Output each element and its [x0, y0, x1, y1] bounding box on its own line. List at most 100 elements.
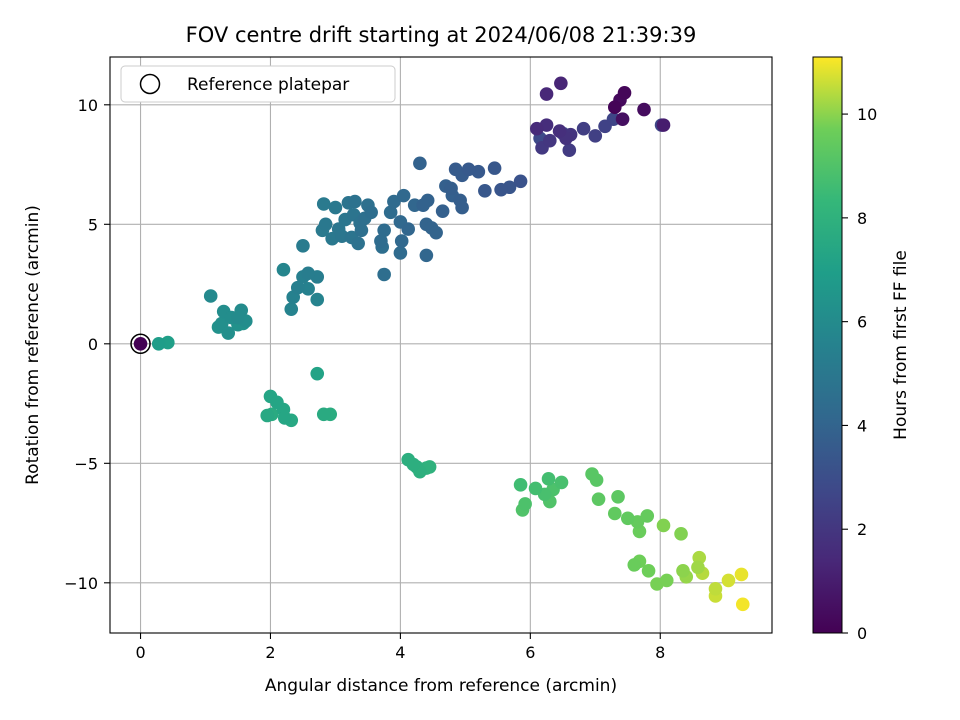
- x-tick-label: 0: [135, 643, 145, 662]
- data-point: [377, 267, 391, 282]
- data-point: [530, 121, 544, 136]
- data-point: [607, 506, 622, 521]
- data-point: [270, 395, 284, 410]
- data-point: [461, 162, 476, 177]
- data-point: [364, 205, 378, 220]
- x-axis-ticks: 0 2 4 6 8: [135, 633, 665, 662]
- colorbar: 0 2 4 6 8 10 Hours from first FF file: [812, 56, 911, 643]
- data-point: [318, 217, 333, 232]
- data-point: [331, 222, 346, 236]
- data-point: [444, 181, 458, 196]
- data-point: [620, 511, 635, 526]
- data-point: [591, 492, 606, 506]
- y-tick-label: 5: [88, 215, 98, 234]
- data-point: [401, 222, 415, 236]
- y-tick-label: 0: [88, 335, 98, 354]
- data-point: [734, 567, 749, 582]
- legend-entry: Reference platepar: [187, 75, 349, 95]
- data-point: [588, 129, 603, 143]
- data-point: [277, 411, 292, 425]
- legend-marker-icon: [139, 73, 161, 95]
- legend: Reference platepar: [120, 65, 396, 103]
- data-point: [676, 564, 690, 578]
- x-tick-label: 8: [655, 643, 665, 662]
- data-point: [316, 407, 331, 422]
- x-axis-label: Angular distance from reference (arcmin): [265, 676, 617, 696]
- data-point: [478, 184, 492, 198]
- data-point: [301, 282, 315, 296]
- chart-title: FOV centre drift starting at 2024/06/08 …: [186, 23, 697, 47]
- y-tick-label: −10: [64, 574, 98, 593]
- data-point: [659, 573, 674, 588]
- data-point: [518, 497, 532, 511]
- data-point: [203, 289, 218, 303]
- data-point: [406, 457, 421, 472]
- data-point: [674, 527, 688, 541]
- colorbar-tick-label: 2: [857, 520, 867, 539]
- data-point: [429, 225, 443, 240]
- data-point: [554, 475, 569, 490]
- data-point: [656, 518, 671, 533]
- colorbar-gradient: [812, 56, 843, 634]
- data-point: [539, 87, 554, 101]
- data-point: [328, 200, 343, 215]
- data-point: [310, 366, 325, 381]
- data-point: [656, 118, 671, 132]
- data-point: [383, 205, 398, 220]
- data-point: [284, 302, 299, 316]
- legend-box: [120, 65, 396, 103]
- data-point: [260, 408, 275, 423]
- colorbar-tick-label: 0: [857, 624, 867, 643]
- colorbar-label: Hours from first FF file: [891, 250, 911, 440]
- data-point: [394, 234, 409, 248]
- data-point: [637, 102, 651, 117]
- scatter-points: [133, 76, 750, 612]
- data-point: [607, 100, 622, 114]
- data-point: [354, 223, 369, 238]
- data-point: [641, 564, 656, 578]
- data-point: [554, 76, 568, 91]
- data-point: [513, 174, 528, 189]
- data-point: [617, 86, 632, 100]
- data-point: [455, 200, 469, 215]
- reference-marker: [130, 333, 151, 355]
- data-point: [513, 478, 528, 492]
- data-point: [640, 509, 655, 523]
- data-point: [589, 473, 604, 487]
- y-tick-label: 10: [78, 96, 98, 115]
- data-point: [691, 560, 705, 575]
- data-point: [301, 266, 315, 281]
- data-point: [348, 194, 362, 209]
- grid-lines: [110, 57, 772, 633]
- x-tick-label: 6: [525, 643, 535, 662]
- data-point: [494, 182, 508, 197]
- data-point: [615, 112, 630, 126]
- x-tick-label: 2: [265, 643, 275, 662]
- data-point: [296, 239, 310, 253]
- x-tick-label: 4: [395, 643, 405, 662]
- data-point: [576, 121, 591, 136]
- data-point: [611, 489, 625, 504]
- data-point: [133, 337, 148, 351]
- data-point: [396, 188, 411, 203]
- y-tick-label: −5: [74, 454, 98, 473]
- data-point: [562, 143, 577, 158]
- reference-point: [130, 333, 151, 355]
- data-point: [487, 161, 502, 175]
- data-point: [231, 310, 245, 325]
- colorbar-tick-label: 10: [857, 105, 877, 124]
- plot-frame: [109, 56, 773, 634]
- colorbar-tick-label: 8: [857, 209, 867, 228]
- data-point: [351, 236, 365, 251]
- data-point: [528, 481, 543, 496]
- data-point: [151, 337, 166, 351]
- data-point: [316, 197, 331, 211]
- colorbar-tick-label: 4: [857, 416, 867, 435]
- data-point: [310, 292, 325, 307]
- data-point: [387, 194, 401, 209]
- data-point: [419, 248, 434, 263]
- data-point: [552, 124, 567, 138]
- data-point: [413, 156, 427, 171]
- data-point: [290, 280, 305, 295]
